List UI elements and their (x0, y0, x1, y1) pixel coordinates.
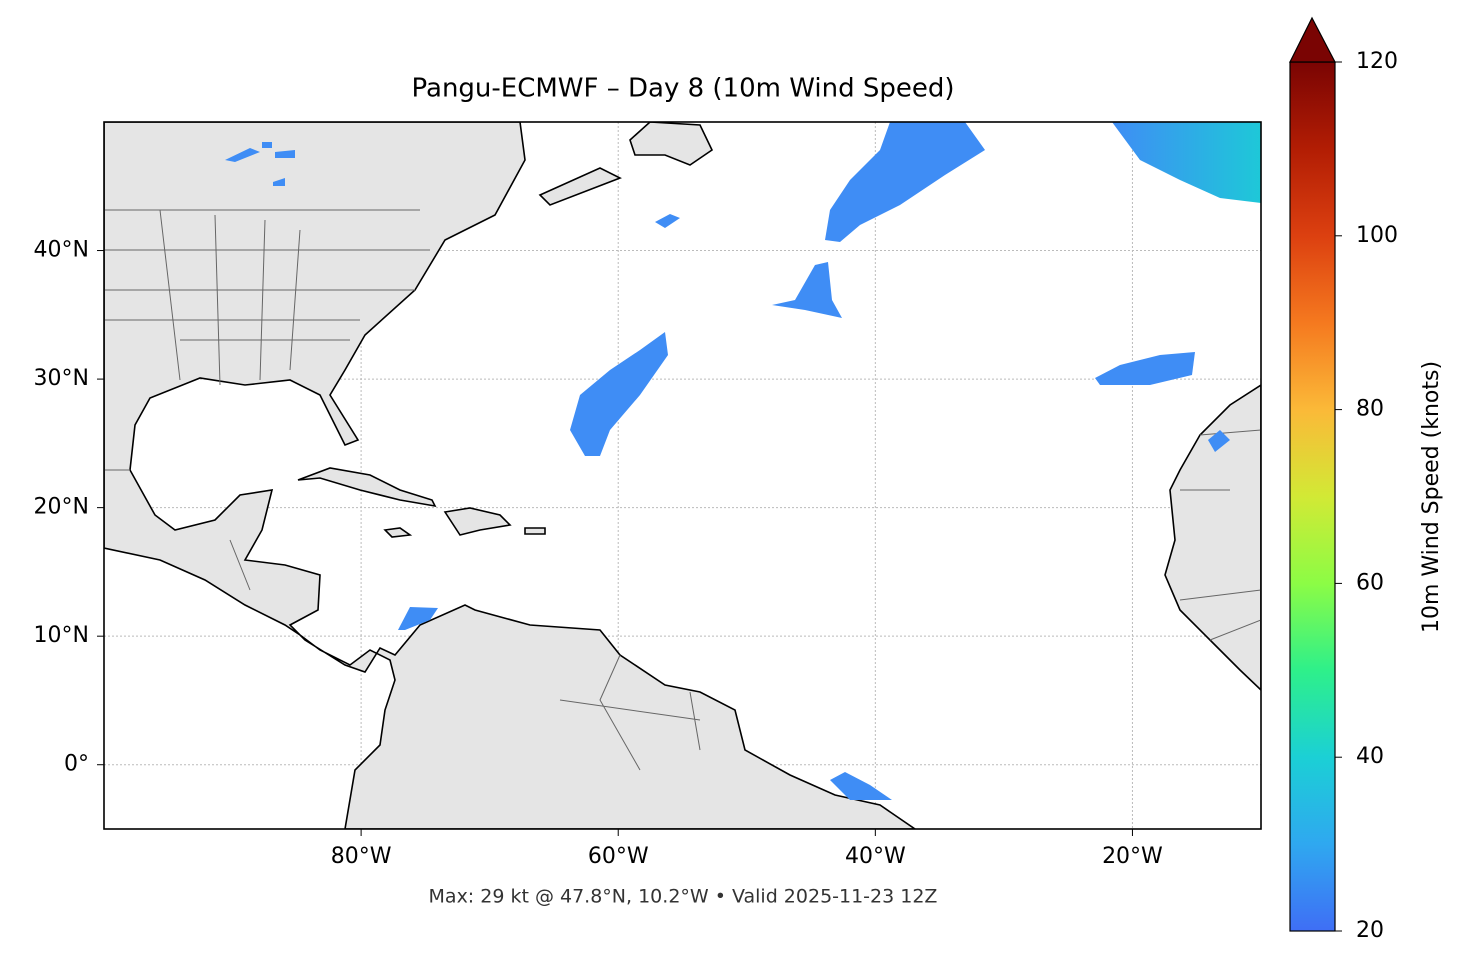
colorbar-tick-label: 100 (1356, 223, 1398, 248)
map-frame (103, 121, 1262, 830)
hispaniola (443, 507, 512, 536)
colorbar-label: 10m Wind Speed (knots) (1419, 361, 1444, 633)
nova-scotia (538, 167, 622, 206)
y-tick-label: 30°N (34, 366, 89, 391)
y-tick-label: 10°N (34, 623, 89, 648)
colorbar-tick-label: 80 (1356, 397, 1384, 422)
cuba (297, 467, 437, 508)
colorbar-tick-label: 20 (1356, 918, 1384, 943)
x-tick-label: 60°W (588, 844, 649, 869)
colorbar (1289, 61, 1336, 932)
americas (104, 122, 917, 829)
colorbar-tick-label: 60 (1356, 570, 1384, 595)
colorbar-tick-label: 120 (1356, 49, 1398, 74)
colorbar-tick-label: 40 (1356, 744, 1384, 769)
borders (104, 209, 1261, 771)
y-tick-label: 0° (64, 752, 89, 777)
newfoundland (629, 122, 714, 166)
map (104, 122, 1261, 829)
jamaica (383, 527, 413, 538)
footnote: Max: 29 kt @ 47.8°N, 10.2°W • Valid 2025… (429, 886, 938, 908)
wind-areas (225, 122, 1261, 800)
chart-title: Pangu-ECMWF – Day 8 (10m Wind Speed) (412, 74, 955, 104)
x-tick-label: 80°W (331, 844, 392, 869)
colorbar-extend (1289, 16, 1336, 63)
y-tick-label: 20°N (34, 495, 89, 520)
africa (1164, 384, 1261, 692)
puerto-rico (524, 527, 546, 535)
x-tick-label: 20°W (1102, 844, 1163, 869)
x-tick-label: 40°W (845, 844, 906, 869)
y-tick-label: 40°N (34, 238, 89, 263)
